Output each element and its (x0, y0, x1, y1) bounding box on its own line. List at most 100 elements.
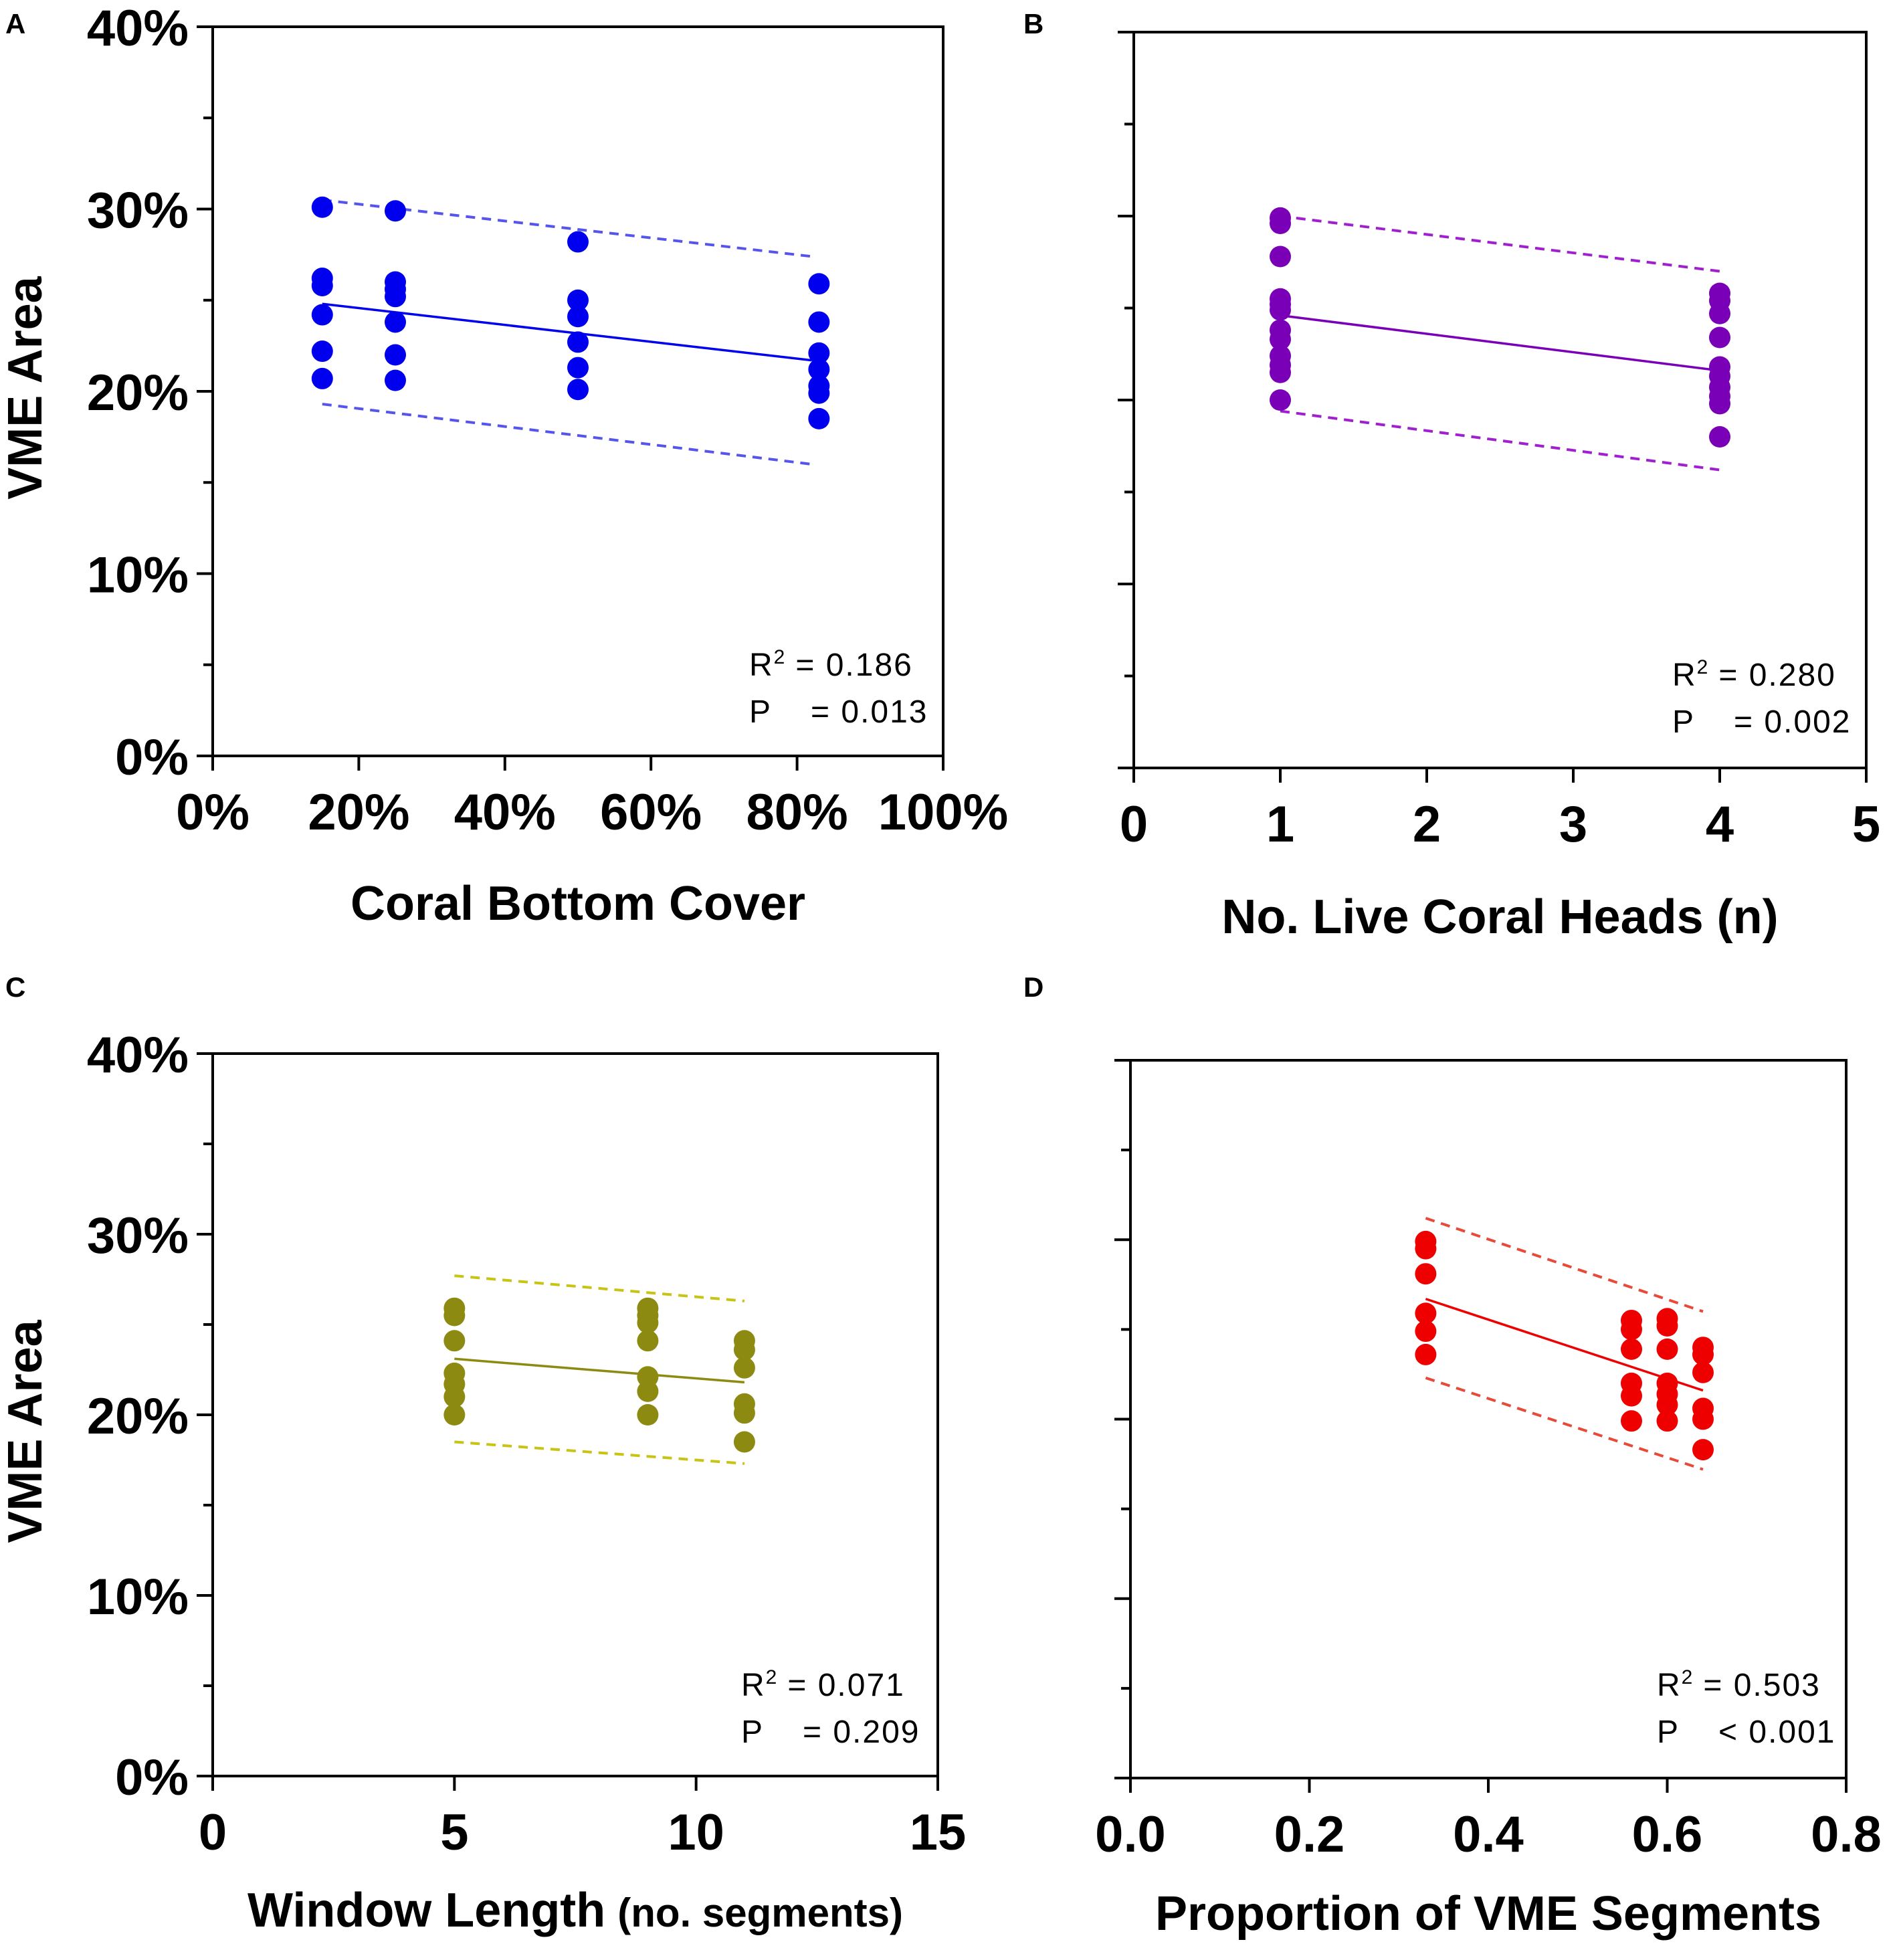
data-point (1270, 389, 1291, 411)
ci-lower-line (1425, 1376, 1704, 1471)
data-point (808, 382, 830, 404)
data-point (637, 1312, 659, 1334)
data-point (733, 1431, 755, 1453)
data-point (311, 304, 333, 326)
x-axis-title: Proportion of VME Segments (1155, 1887, 1821, 1941)
y-axis-title: VME Area (0, 1319, 52, 1543)
y-tick-label: 30% (87, 1207, 189, 1264)
y-tick-label: 40% (87, 1027, 189, 1084)
data-point (311, 340, 333, 363)
x-tick-label: 100% (878, 784, 1008, 841)
ci-lower-line (1280, 409, 1720, 472)
p-value-label: P = 0.002 (1672, 704, 1852, 740)
data-point (385, 200, 406, 222)
data-point (443, 1330, 466, 1352)
data-point (443, 1304, 466, 1327)
data-point (733, 1357, 755, 1379)
x-axis-title: Window Length (no. segments) (247, 1884, 903, 1937)
data-point (1415, 1238, 1437, 1260)
regression-line (322, 302, 812, 362)
x-tick-label: 0% (176, 784, 250, 841)
x-tick-label: 5 (1852, 796, 1880, 853)
p-value-label: P < 0.001 (1657, 1714, 1836, 1750)
data-point (1270, 361, 1291, 383)
panel-letter: B (1023, 8, 1043, 39)
x-tick-label: 80% (746, 784, 848, 841)
x-tick-label: 0 (1120, 796, 1148, 853)
data-point (385, 344, 406, 366)
data-point (1656, 1315, 1678, 1337)
panel-letter: C (5, 971, 25, 1003)
ci-lower-line (454, 1440, 745, 1465)
panel-b: B 0 1 2 3 4 5 No. Live Coral Heads (n) R2 = 0.280… (1023, 8, 1880, 944)
data-point (1270, 213, 1291, 234)
x-tick-label: 0.8 (1811, 1806, 1882, 1863)
data-point (1270, 328, 1291, 351)
data-point (385, 286, 406, 308)
data-point (1621, 1410, 1642, 1432)
x-tick-label: 0.2 (1274, 1806, 1345, 1863)
panel-letter: D (1023, 971, 1043, 1003)
data-point (1621, 1338, 1642, 1360)
p-value-label: P = 0.209 (741, 1714, 920, 1750)
data-point (385, 369, 406, 391)
x-tick-label: 15 (910, 1804, 967, 1861)
data-point (1692, 1361, 1714, 1383)
x-tick-label: 60% (600, 784, 702, 841)
r-squared-label: R2 = 0.186 (749, 646, 913, 683)
data-point (1709, 393, 1730, 415)
data-point (1415, 1302, 1437, 1325)
panel-letter: A (5, 8, 25, 39)
data-point (1656, 1394, 1678, 1416)
y-tick-label: 20% (87, 365, 189, 421)
data-point (808, 359, 830, 381)
data-point (1692, 1408, 1714, 1430)
data-point (637, 1380, 659, 1402)
data-point (443, 1386, 466, 1407)
y-tick-label: 10% (87, 547, 189, 604)
x-axis-title-suffix: (no. segments) (617, 1890, 903, 1935)
x-axis-title: No. Live Coral Heads (n) (1221, 890, 1778, 944)
data-point (1415, 1343, 1437, 1365)
data-point (567, 231, 589, 253)
panel-d: D 0.0 0.2 0.4 0.6 0.8 Proportion of VME Segmen… (1023, 971, 1882, 1941)
data-point (1415, 1263, 1437, 1285)
regression-line (1280, 314, 1720, 372)
y-tick-label: 20% (87, 1388, 189, 1445)
r-squared-label: R2 = 0.503 (1657, 1666, 1821, 1703)
regression-line (1425, 1298, 1704, 1392)
data-point (1656, 1338, 1678, 1360)
data-point (1656, 1410, 1678, 1432)
ci-upper-line (454, 1274, 745, 1302)
data-point (1621, 1385, 1642, 1407)
data-point (637, 1404, 659, 1426)
data-point (808, 342, 830, 364)
data-point (311, 367, 333, 389)
data-point (1709, 302, 1730, 324)
x-tick-label: 10 (668, 1804, 724, 1861)
x-tick-label: 4 (1706, 796, 1734, 853)
regression-line (454, 1357, 745, 1384)
data-point (311, 196, 333, 218)
r-squared-label: R2 = 0.071 (741, 1666, 905, 1703)
data-point (808, 273, 830, 295)
data-point (1709, 326, 1730, 349)
ci-upper-line (1280, 215, 1720, 273)
x-tick-label: 5 (440, 1804, 468, 1861)
data-point (311, 274, 333, 296)
data-point (567, 357, 589, 379)
panel-a: A 0% 10% 20% 30% 40% 0% 20% 40% 60% 80% 100% Coral B… (0, 0, 1008, 930)
data-point (1270, 246, 1291, 268)
data-point (443, 1404, 466, 1426)
data-point (1621, 1318, 1642, 1341)
x-tick-label: 0.6 (1632, 1806, 1703, 1863)
data-point (808, 407, 830, 429)
ci-lower-line (322, 403, 812, 466)
data-point (733, 1402, 755, 1424)
x-tick-label: 0.4 (1453, 1806, 1524, 1863)
y-tick-label: 10% (87, 1569, 189, 1626)
x-tick-label: 2 (1413, 796, 1441, 853)
data-point (637, 1330, 659, 1352)
data-point (567, 331, 589, 353)
